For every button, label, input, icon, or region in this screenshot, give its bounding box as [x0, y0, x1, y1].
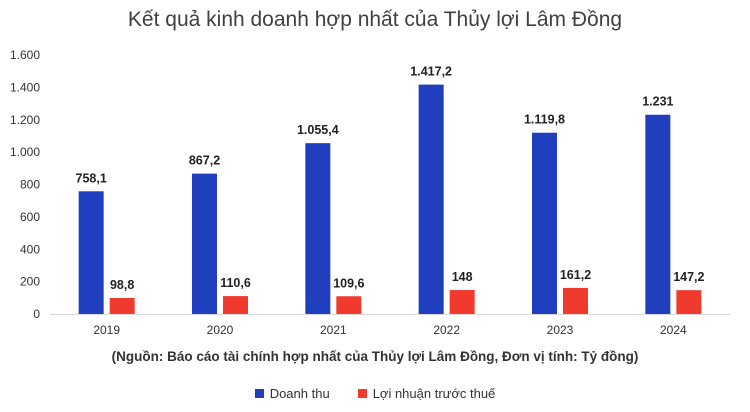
bar-revenue [645, 114, 671, 314]
x-tick-label: 2021 [320, 323, 347, 337]
y-tick-label: 1.600 [10, 48, 40, 62]
y-tick-label: 600 [20, 210, 40, 224]
bar-revenue [305, 143, 331, 314]
legend: Doanh thu Lợi nhuận trước thuế [0, 386, 750, 401]
x-axis: 2019 2020 2021 2022 2023 2024 [93, 323, 687, 337]
legend-item-profit: Lợi nhuận trước thuế [357, 386, 496, 401]
legend-label-profit: Lợi nhuận trước thuế [372, 386, 496, 401]
y-tick-label: 0 [33, 307, 40, 321]
y-tick-label: 1.400 [10, 80, 40, 94]
data-labels: 758,1 98,8 867,2 110,6 1.055,4 109,6 1.417,2 14… [76, 65, 705, 292]
y-tick-label: 200 [20, 275, 40, 289]
data-label-revenue: 1.119,8 [524, 113, 565, 127]
data-label-profit: 161,2 [560, 268, 591, 282]
bar-profit [449, 290, 475, 314]
x-tick-label: 2019 [93, 323, 120, 337]
bar-revenue [418, 84, 444, 314]
y-tick-label: 1.200 [10, 113, 40, 127]
bar-profit [336, 296, 362, 314]
legend-item-revenue: Doanh thu [254, 386, 330, 401]
data-label-profit: 98,8 [110, 278, 134, 292]
data-label-profit: 148 [452, 270, 473, 284]
chart-title: Kết quả kinh doanh hợp nhất của Thủy lợi… [127, 8, 623, 31]
source-note: (Nguồn: Báo cáo tài chính hợp nhất của T… [111, 349, 639, 364]
x-tick-label: 2024 [660, 323, 687, 337]
data-label-revenue: 867,2 [189, 154, 220, 168]
legend-label-revenue: Doanh thu [269, 386, 330, 401]
data-label-revenue: 1.417,2 [410, 65, 452, 79]
y-tick-label: 400 [20, 242, 40, 256]
x-tick-label: 2022 [433, 323, 460, 337]
bar-revenue [78, 191, 104, 314]
bar-revenue [532, 132, 557, 314]
data-label-revenue: 1.055,4 [297, 123, 339, 137]
bars [78, 84, 702, 314]
bar-profit [676, 290, 702, 314]
x-tick-label: 2020 [207, 323, 234, 337]
x-tick-label: 2023 [547, 323, 574, 337]
bar-profit [223, 296, 248, 314]
y-axis: 0 200 400 600 800 1.000 1.200 1.400 1.600 [10, 48, 730, 321]
bar-profit [109, 298, 135, 314]
bar-profit [563, 287, 588, 314]
data-label-profit: 110,6 [220, 276, 251, 290]
data-label-revenue: 1.231 [642, 95, 673, 109]
data-label-profit: 147,2 [673, 270, 704, 284]
legend-swatch-revenue [254, 389, 264, 398]
y-tick-label: 800 [20, 178, 40, 192]
legend-swatch-profit [357, 389, 367, 398]
bar-revenue [192, 173, 217, 314]
y-tick-label: 1.000 [10, 145, 40, 159]
data-label-profit: 109,6 [333, 276, 364, 290]
data-label-revenue: 758,1 [76, 171, 107, 185]
